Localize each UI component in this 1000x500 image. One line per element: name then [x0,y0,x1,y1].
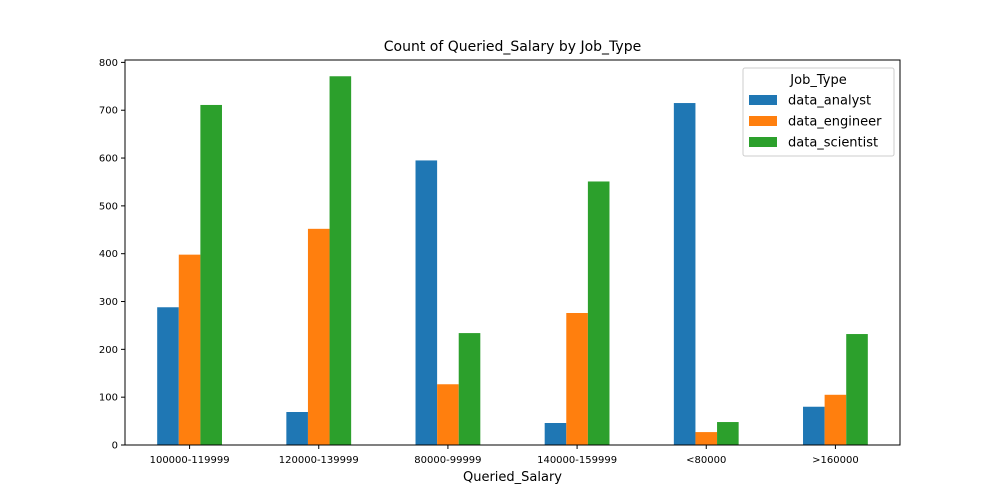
bar-data_engineer-5 [824,394,847,445]
bar-data_scientist-4 [717,422,739,445]
legend-label-data_engineer: data_engineer [788,115,882,130]
legend-label-data_scientist: data_scientist [788,136,878,151]
bar-data_scientist-0 [200,104,222,446]
bar-data_analyst-0 [157,307,179,445]
legend-box [742,67,895,157]
legend-swatch-data_analyst [749,95,777,105]
y-tick-label: 0 [112,441,118,452]
x-tick-label: >160000 [812,455,859,466]
legend-label-data_analyst: data_analyst [788,94,871,109]
plot-frame [124,59,901,446]
y-tick-label: 400 [99,249,118,260]
x-axis-label: Queried_Salary [463,470,562,485]
x-tick-label: 140000-159999 [537,455,617,466]
bar-data_analyst-3 [544,423,567,445]
y-tick-label: 600 [99,154,118,165]
bar-data_analyst-2 [415,160,438,445]
x-tick-label: <80000 [686,455,726,466]
bar-data_analyst-4 [673,103,696,445]
chart-title: Count of Queried_Salary by Job_Type [384,39,641,55]
y-tick-label: 100 [99,393,118,404]
y-tick-label: 300 [99,297,118,308]
bar-data_analyst-5 [803,406,825,445]
bar-data_scientist-2 [458,333,481,445]
bar-data_engineer-1 [307,228,330,445]
x-tick-label: 100000-119999 [150,455,230,466]
bar-data_engineer-4 [695,432,718,445]
bar-data_engineer-2 [437,384,459,445]
legend-swatch-data_scientist [749,137,777,147]
bar-data_engineer-0 [178,254,201,445]
legend: Job_Type data_analyst data_engineer data_s… [742,67,895,157]
x-axis: 100000-119999 120000-139999 80000-99999 140… [150,445,859,466]
bar-data_engineer-3 [566,313,588,445]
x-tick-label: 120000-139999 [279,455,359,466]
x-tick-label: 80000-99999 [414,455,481,466]
y-tick-label: 800 [99,58,118,69]
bar-data_scientist-5 [846,334,868,445]
y-tick-label: 700 [99,106,118,117]
bars-group [157,76,868,446]
bar-data_scientist-3 [587,181,610,445]
bar-data_analyst-1 [286,412,308,445]
legend-title: Job_Type [789,73,846,88]
y-axis: 0 100 200 300 400 500 600 700 800 [99,58,125,452]
bar-data_scientist-1 [329,76,352,446]
y-tick-label: 500 [99,201,118,212]
legend-swatch-data_engineer [749,116,777,126]
y-tick-label: 200 [99,345,118,356]
